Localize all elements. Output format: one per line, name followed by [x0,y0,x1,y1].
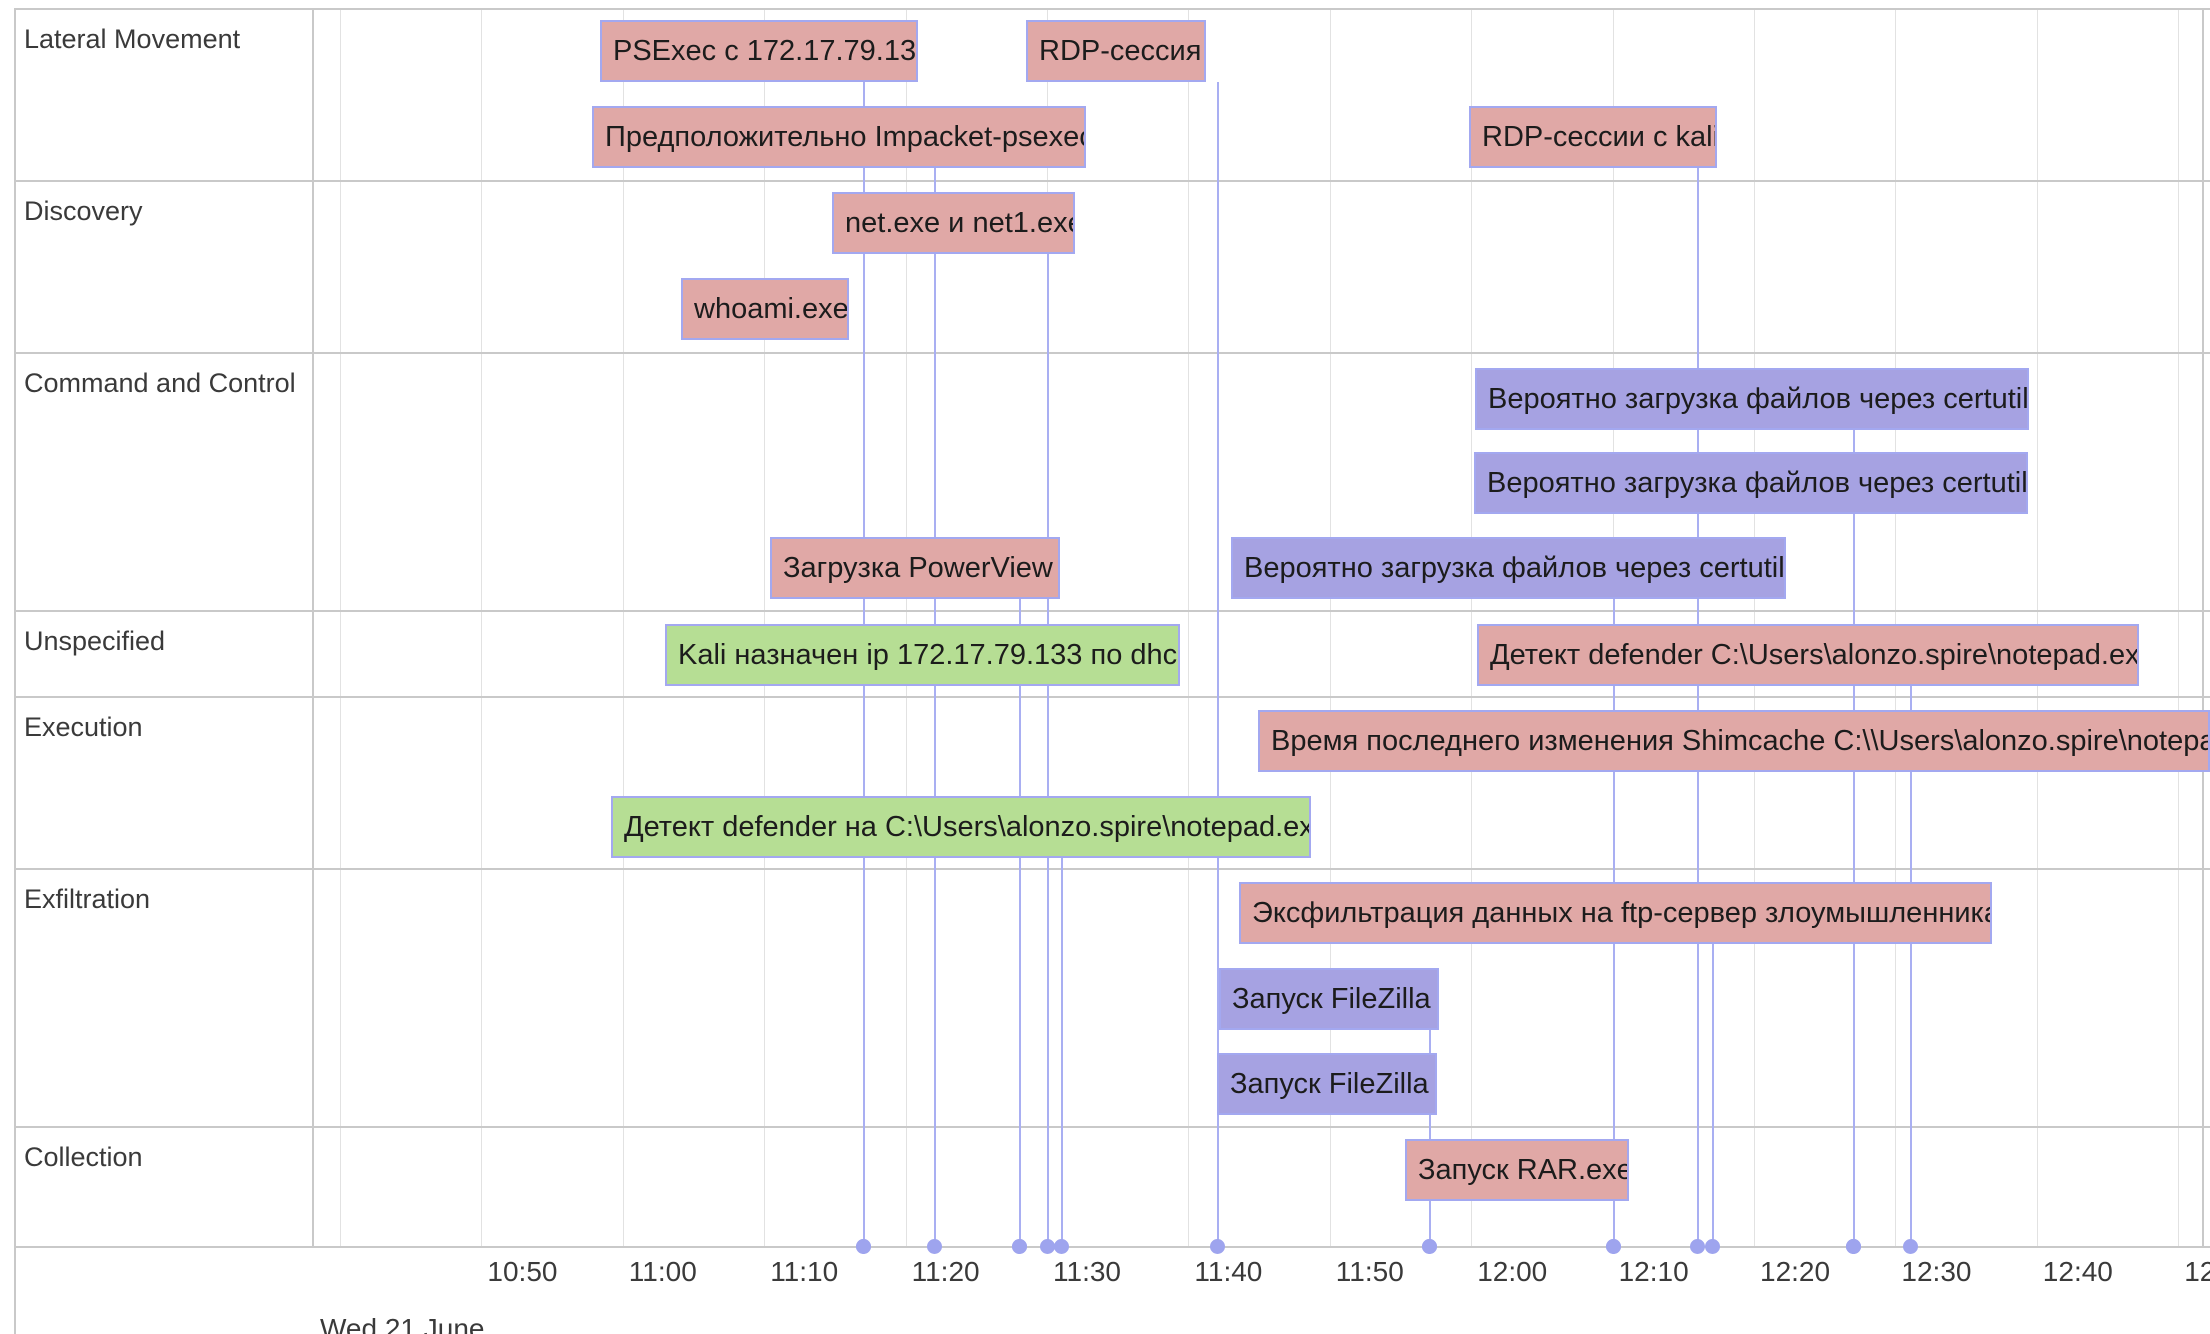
axis-tick-label: 12:40 [2042,1256,2113,1287]
group-label-collection: Collection [24,1142,143,1172]
axis-tick-label: 12:20 [1760,1256,1831,1287]
group-label-execution: Execution [24,712,143,742]
timeline-event[interactable]: Эксфильтрация данных на ftp-сервер злоум… [1239,882,1992,944]
timeline-event[interactable]: Загрузка PowerView [770,537,1060,599]
axis-tick-label: 11:40 [1194,1256,1263,1287]
event-connector [1711,944,1714,1246]
row-divider [14,180,2210,182]
event-marker-dot[interactable] [1209,1239,1225,1254]
timeline-event[interactable]: Запуск RAR.exe [1405,1139,1629,1201]
event-connector [933,168,936,1246]
event-marker-dot[interactable] [1421,1239,1437,1254]
event-connector [1216,82,1219,1246]
timeline-event[interactable]: Детект defender на C:\Users\alonzo.spire… [611,796,1311,858]
row-divider [14,696,2210,698]
event-marker-dot[interactable] [926,1239,942,1254]
timeline-event[interactable]: Вероятно загрузка файлов через certutil [1474,452,2028,514]
timeline-event[interactable]: Время последнего изменения Shimcache C:\… [1258,710,2210,772]
group-label-exfiltration: Exfiltration [24,884,151,914]
grid-line [2178,10,2180,1246]
timeline-event[interactable]: net.exe и net1.exe [832,192,1075,254]
event-marker-dot[interactable] [1054,1239,1070,1254]
group-label-unspecified: Unspecified [24,626,166,656]
event-connector [1061,858,1064,1246]
event-connector [1852,772,1855,1246]
event-connector [1697,168,1700,1246]
grid-line [481,10,483,1246]
timeline-event[interactable]: RDP-сессии с kali [1469,106,1717,168]
event-connector [863,340,866,1246]
row-divider [14,1126,2210,1128]
event-marker-dot[interactable] [1605,1239,1621,1254]
event-connector [1909,686,1912,1246]
row-divider [14,610,2210,612]
timeline-event[interactable]: Запуск FileZilla [1217,1053,1437,1115]
timeline-event[interactable]: PSExec с 172.17.79.133 [600,20,918,82]
event-connector [1612,1201,1615,1246]
timeline-event[interactable]: Kali назначен ip 172.17.79.133 по dhcp [665,624,1180,686]
event-marker-dot[interactable] [856,1239,872,1254]
axis-tick-label: 11:20 [911,1256,980,1287]
grid-line [1329,10,1331,1246]
event-marker-dot[interactable] [1011,1239,1027,1254]
event-marker-dot[interactable] [1040,1239,1055,1254]
event-connector [1018,686,1021,1246]
group-label-discovery: Discovery [24,196,143,226]
row-divider [14,352,2210,354]
event-marker-dot[interactable] [1690,1239,1706,1254]
event-marker-dot[interactable] [1845,1239,1861,1254]
timeline-event[interactable]: Запуск FileZilla [1219,968,1439,1030]
event-connector [1047,254,1049,1246]
axis-tick-label: 12:10 [1618,1256,1689,1287]
timeline-event[interactable]: whoami.exe [681,278,849,340]
axis-tick-label: 12:50 [2184,1256,2210,1287]
timeline-event[interactable]: Детект defender C:\Users\alonzo.spire\no… [1477,624,2139,686]
grid-line [622,10,624,1246]
axis-tick-label: 10:50 [487,1256,558,1287]
column-divider [14,10,16,1334]
grid-line [1471,10,1473,1246]
row-divider [14,1246,2210,1248]
group-label-command-and-control: Command and Control [24,368,296,398]
grid-line [1188,10,1190,1246]
date-label: Wed 21 June [320,1313,485,1334]
timeline-event[interactable]: Вероятно загрузка файлов через certutil [1475,368,2029,430]
axis-tick-label: 11:10 [770,1256,839,1287]
column-divider [2202,10,2204,1246]
timeline-event[interactable]: RDP-сессия [1026,20,1206,82]
event-marker-dot[interactable] [1704,1239,1720,1254]
axis-tick-label: 12:00 [1477,1256,1548,1287]
timeline-event[interactable]: Предположительно Impacket-psexec [592,106,1086,168]
row-divider [14,8,2210,10]
grid-line [340,10,341,1246]
axis-tick-label: 12:30 [1901,1256,1972,1287]
group-label-lateral-movement: Lateral Movement [24,24,241,54]
axis-tick-label: 11:30 [1053,1256,1121,1287]
column-divider [312,10,314,1246]
axis-tick-label: 11:00 [628,1256,697,1287]
event-marker-dot[interactable] [1902,1239,1918,1254]
timeline-event[interactable]: Вероятно загрузка файлов через certutil [1231,537,1786,599]
row-divider [14,868,2210,870]
axis-tick-label: 11:50 [1335,1256,1404,1287]
